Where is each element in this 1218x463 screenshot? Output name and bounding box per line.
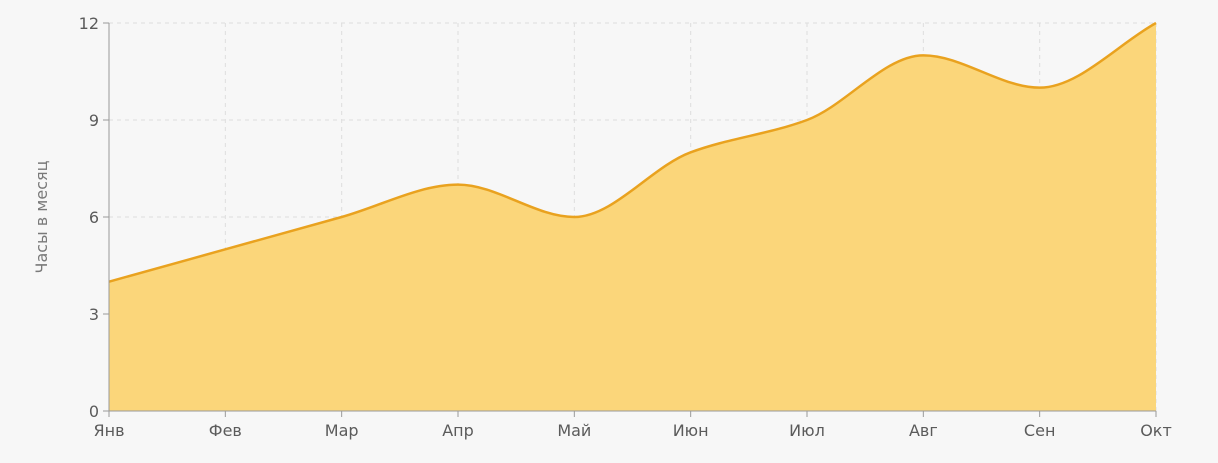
y-axis-title: Часы в месяц [32, 160, 51, 273]
y-tick-label: 6 [89, 208, 99, 227]
y-ticks: 0 3 6 9 12 [79, 14, 109, 421]
x-tick-label: Мар [325, 421, 359, 440]
x-tick-label: Июл [789, 421, 825, 440]
x-tick-label: Янв [93, 421, 124, 440]
y-tick-label: 9 [89, 111, 99, 130]
series-area [109, 23, 1156, 411]
x-tick-label: Сен [1024, 421, 1055, 440]
x-tick-label: Окт [1140, 421, 1172, 440]
x-ticks: Янв Фев Мар Апр Май Июн Июл Авг Сен Окт [93, 411, 1172, 440]
x-tick-label: Фев [209, 421, 242, 440]
y-tick-label: 0 [89, 402, 99, 421]
x-tick-label: Июн [673, 421, 709, 440]
y-tick-label: 12 [79, 14, 99, 33]
x-tick-label: Май [557, 421, 591, 440]
x-tick-label: Апр [442, 421, 474, 440]
y-tick-label: 3 [89, 305, 99, 324]
x-tick-label: Авг [909, 421, 938, 440]
series-line [108, 21, 1157, 283]
